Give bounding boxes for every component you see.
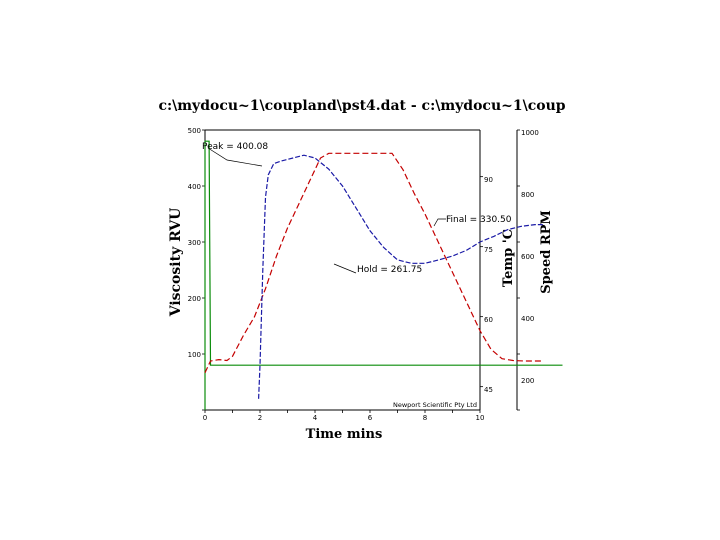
temp-tick-label: 75: [484, 246, 493, 254]
viscosity-tick-label: 200: [188, 295, 201, 303]
hold-leader-line: [333, 263, 357, 274]
speed-tick-label: 400: [521, 315, 534, 323]
viscosity-tick-label: 300: [188, 239, 201, 247]
temperature-series-line: [204, 152, 544, 373]
speed-tick-label: 800: [521, 191, 534, 199]
chart-title: c:\mydocu~1\coupland\pst4.dat - c:\mydoc…: [158, 98, 565, 114]
final-annotation: Final = 330.50: [446, 215, 512, 225]
time-tick-labels: 0 2 4 6 8 10: [203, 414, 485, 422]
temp-tick-labels: 90 75 60 45: [484, 176, 493, 394]
time-tick-label: 6: [368, 414, 373, 422]
speed-tick-label: 600: [521, 253, 534, 261]
peak-annotation: Peak = 400.08: [202, 142, 268, 152]
temp-tick-label: 45: [484, 386, 493, 394]
series-lines: [204, 140, 563, 410]
speed-tick-label: 1000: [521, 129, 539, 137]
viscosity-axis-label: Viscosity RVU: [168, 208, 184, 318]
speed-axis-label: Speed RPM: [539, 210, 554, 294]
credit-annotation: Newport Scientific Pty Ltd: [393, 401, 477, 409]
viscosity-tick-label: 400: [188, 183, 201, 191]
viscosity-tick-labels: 500 400 300 200 100: [188, 127, 201, 359]
peak-leader-line: [207, 147, 263, 167]
time-tick-label: 4: [313, 414, 318, 422]
hold-annotation: Hold = 261.75: [357, 265, 422, 275]
viscosity-series-line: [258, 154, 544, 399]
final-leader-line: [433, 218, 446, 227]
time-tick-label: 2: [258, 414, 262, 422]
x-axis-label: Time mins: [306, 427, 383, 442]
time-tick-label: 10: [476, 414, 485, 422]
viscosity-tick-label: 500: [188, 127, 201, 135]
tick-marks: [202, 129, 520, 413]
time-tick-label: 8: [423, 414, 427, 422]
time-tick-label: 0: [203, 414, 207, 422]
temp-tick-label: 60: [484, 316, 493, 324]
temp-tick-label: 90: [484, 176, 493, 184]
speed-tick-label: 200: [521, 377, 534, 385]
temp-axis-label: Temp 'C: [501, 229, 516, 287]
speed-series-line: [204, 140, 563, 410]
viscosity-tick-label: 100: [188, 351, 201, 359]
speed-tick-labels: 1000 800 600 400 200: [521, 129, 539, 385]
